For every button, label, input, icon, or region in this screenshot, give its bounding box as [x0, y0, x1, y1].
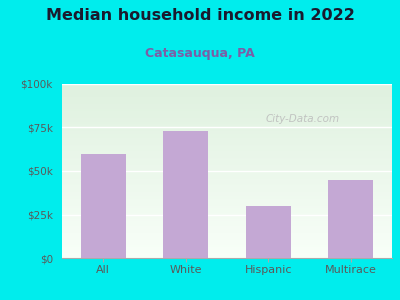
Bar — [163, 131, 208, 258]
Bar — [80, 154, 126, 258]
Bar — [328, 180, 374, 258]
Text: Catasauqua, PA: Catasauqua, PA — [145, 46, 255, 59]
Text: Median household income in 2022: Median household income in 2022 — [46, 8, 354, 22]
Text: City-Data.com: City-Data.com — [266, 114, 340, 124]
Bar — [246, 206, 291, 258]
